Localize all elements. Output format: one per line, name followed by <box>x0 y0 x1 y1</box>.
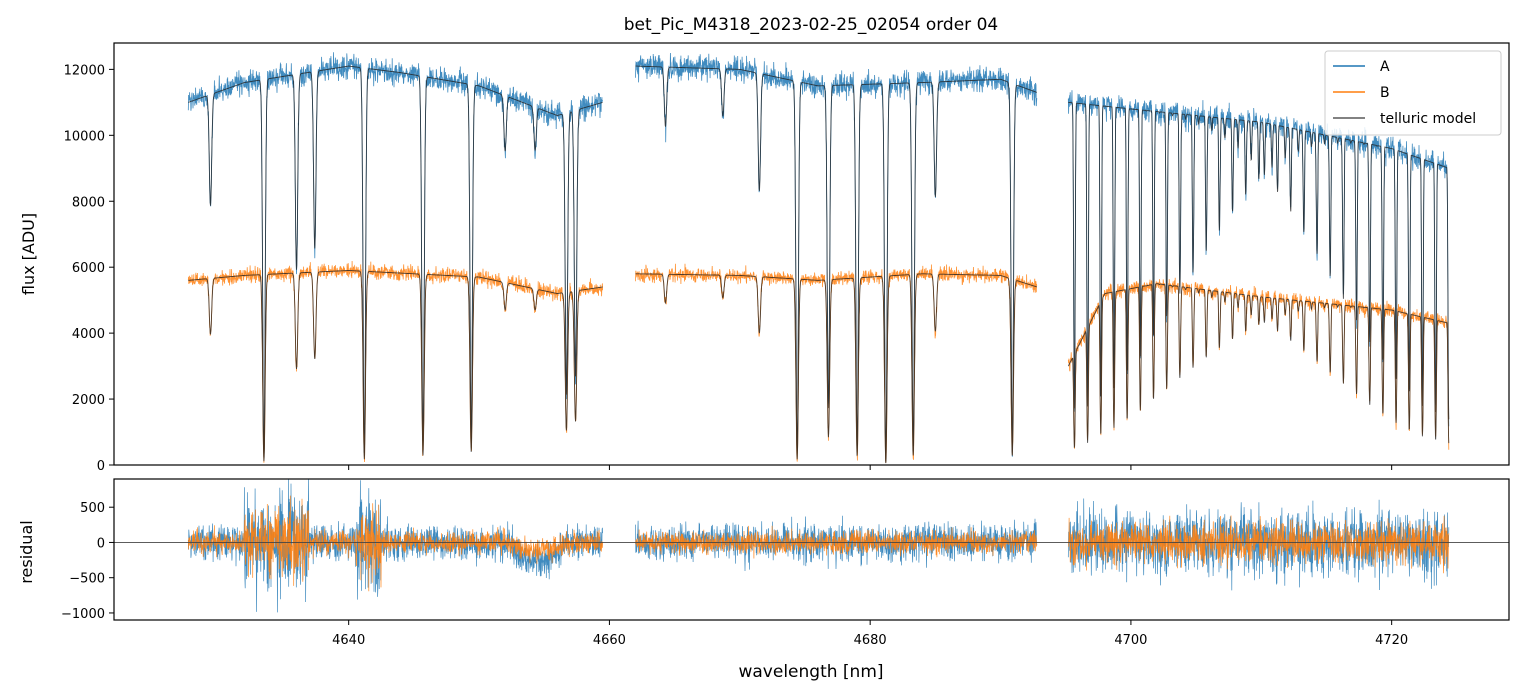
residual-ytick-label: −1000 <box>61 607 105 622</box>
flux-ytick-label: 2000 <box>72 393 105 408</box>
flux-ytick-label: 12000 <box>64 63 105 78</box>
flux-ytick-label: 10000 <box>64 129 105 144</box>
flux-y-axis: 0 2000 4000 6000 8000 10000 12000 <box>64 63 114 474</box>
flux-panel: 0 2000 4000 6000 8000 10000 12000 flux [ADU] <box>19 42 1510 474</box>
xtick-label: 4640 <box>332 633 365 648</box>
legend: A B telluric model <box>1324 50 1502 136</box>
flux-ytick-label: 4000 <box>72 327 105 342</box>
series-b-line <box>635 263 1038 463</box>
residual-b-line <box>1067 515 1450 574</box>
residual-ytick-label: 500 <box>80 501 105 516</box>
flux-ytick-label: 6000 <box>72 261 105 276</box>
legend-model-label: telluric model <box>1380 111 1476 127</box>
flux-ylabel: flux [ADU] <box>19 213 38 295</box>
xtick-label: 4680 <box>854 633 887 648</box>
xtick-label: 4720 <box>1375 633 1408 648</box>
x-axis-label: wavelength [nm] <box>738 662 883 682</box>
flux-ytick-label: 8000 <box>72 195 105 210</box>
flux-panel-frame <box>114 43 1509 465</box>
telluric-model-line <box>635 65 1037 462</box>
residual-b-line <box>187 495 603 592</box>
telluric-model-line <box>1068 101 1450 420</box>
series-a-line <box>635 52 1038 463</box>
residual-a-line <box>635 515 1038 572</box>
telluric-model-line <box>635 273 1037 464</box>
residual-series-group <box>114 478 1509 613</box>
flux-series-group <box>187 52 1450 464</box>
xtick-label: 4700 <box>1114 633 1147 648</box>
x-axis: 4640 4660 4680 4700 4720 <box>332 620 1408 648</box>
legend-b-label: B <box>1380 85 1390 101</box>
residual-panel: −1000 −500 0 500 4640 4660 4680 4700 4720 resid… <box>17 478 1510 648</box>
xtick-label: 4660 <box>593 633 626 648</box>
legend-a-label: A <box>1380 59 1390 75</box>
telluric-model-line <box>188 65 603 458</box>
residual-y-axis: −1000 −500 0 500 <box>61 501 114 622</box>
telluric-model-line <box>188 270 603 462</box>
telluric-model-line <box>1067 283 1450 448</box>
residual-b-line <box>635 525 1038 559</box>
residual-ylabel: residual <box>17 520 36 583</box>
residual-ytick-label: 0 <box>97 536 105 551</box>
residual-ytick-label: −500 <box>69 572 105 587</box>
flux-ytick-label: 0 <box>97 459 105 474</box>
flux-x-ticks <box>348 465 1393 470</box>
chart-title: bet_Pic_M4318_2023-02-25_02054 order 04 <box>624 15 998 35</box>
legend-box <box>1324 50 1502 136</box>
